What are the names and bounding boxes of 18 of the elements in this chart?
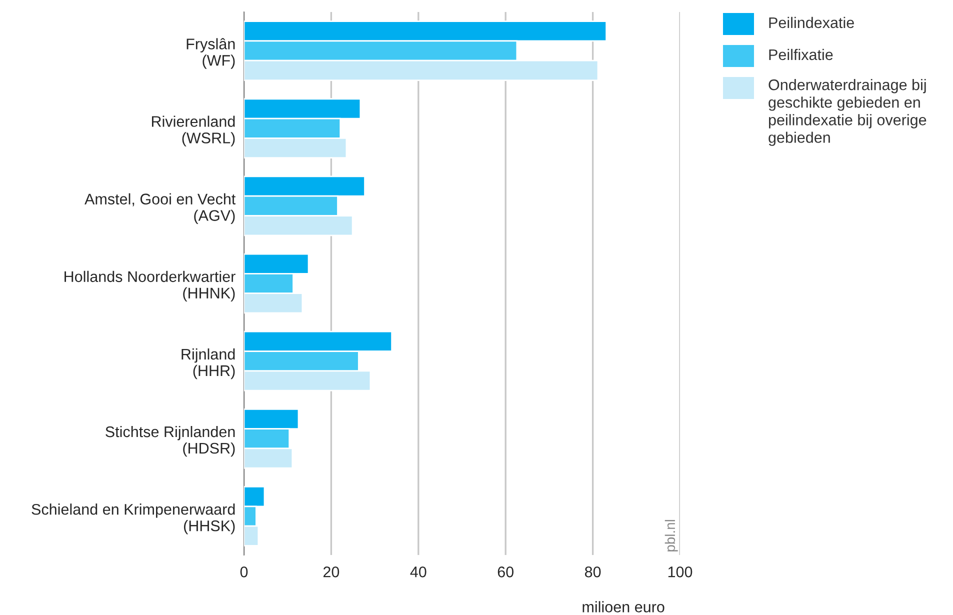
legend-label: Peilindexatie <box>769 16 854 28</box>
y-tick-label: Stichtse Rijnlanden (HDSR) <box>106 426 235 457</box>
x-tick-label: 20 <box>323 566 340 578</box>
y-tick-label: Amstel, Gooi en Vecht (AGV) <box>84 193 236 224</box>
legend-label: Peilfixatie <box>769 48 833 60</box>
legend-label: Onderwaterdrainage bij geschikte gebieden en peilindexatie bij overige gebieden <box>768 79 926 146</box>
x-tick-label: 100 <box>668 566 692 578</box>
y-tick-label: Fryslân (WF) <box>186 38 235 69</box>
y-tick-label: Schieland en Krimpenerwaard (HHSK) <box>32 504 235 534</box>
x-tick-label: 80 <box>584 566 601 578</box>
x-tick-label: 0 <box>240 566 248 578</box>
x-axis-title: milioen euro <box>582 601 664 612</box>
y-tick-label: Hollands Noorderkwartier (HHNK) <box>64 270 236 302</box>
x-tick-label: 40 <box>410 566 426 578</box>
y-tick-label: Rijnland (HHR) <box>182 348 235 380</box>
annotation: pbl.nl <box>664 520 678 552</box>
y-tick-label: Rivierenland (WSRL) <box>152 116 235 146</box>
x-tick-label: 60 <box>498 566 514 578</box>
